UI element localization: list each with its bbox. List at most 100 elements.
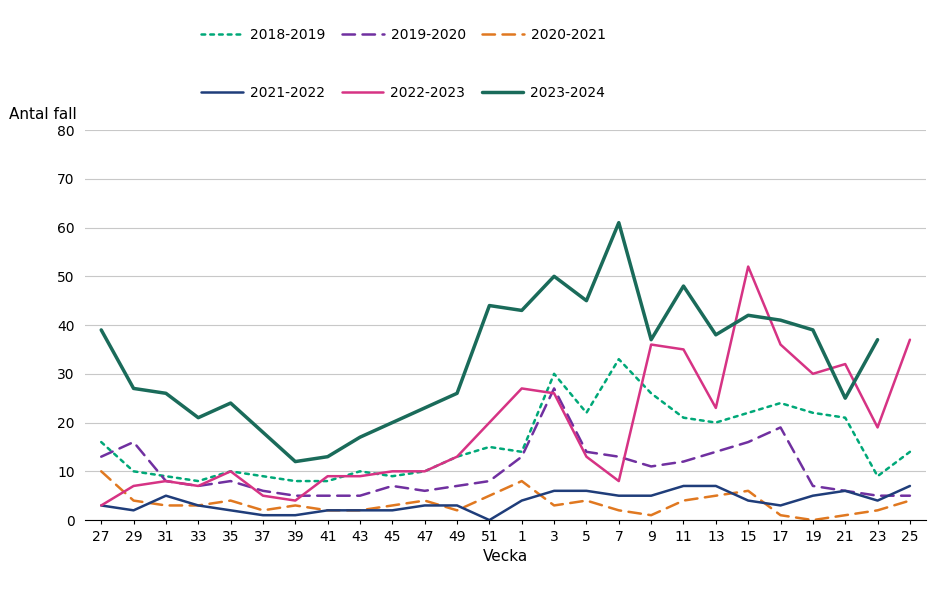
2021-2022 (515, 497, 527, 504)
2018-2019 (354, 468, 365, 475)
2021-2022 (193, 502, 204, 509)
2020-2021 (871, 506, 883, 514)
2020-2021 (354, 506, 365, 514)
2023-2024 (95, 326, 107, 333)
2023-2024 (581, 297, 592, 304)
2022-2023 (289, 497, 300, 504)
2019-2020 (515, 453, 527, 460)
2022-2023 (451, 453, 463, 460)
2023-2024 (193, 414, 204, 421)
2018-2019 (483, 443, 495, 450)
2022-2023 (871, 424, 883, 431)
2019-2020 (354, 492, 365, 499)
2018-2019 (386, 473, 397, 480)
2020-2021 (710, 492, 721, 499)
2023-2024 (871, 336, 883, 343)
2023-2024 (322, 453, 333, 460)
2019-2020 (483, 478, 495, 485)
2022-2023 (95, 502, 107, 509)
2021-2022 (548, 487, 559, 494)
2022-2023 (581, 453, 592, 460)
2021-2022 (418, 502, 430, 509)
2020-2021 (225, 497, 236, 504)
2020-2021 (193, 502, 204, 509)
2018-2019 (95, 439, 107, 446)
2018-2019 (581, 409, 592, 416)
2018-2019 (613, 356, 624, 363)
2020-2021 (418, 497, 430, 504)
2022-2023 (806, 370, 818, 378)
2023-2024 (289, 458, 300, 465)
2018-2019 (451, 453, 463, 460)
2022-2023 (257, 492, 268, 499)
2020-2021 (483, 492, 495, 499)
2018-2019 (127, 468, 139, 475)
2022-2023 (418, 468, 430, 475)
2023-2024 (742, 312, 753, 319)
2021-2022 (677, 482, 688, 489)
2019-2020 (127, 439, 139, 446)
2018-2019 (322, 478, 333, 485)
2019-2020 (838, 487, 850, 494)
2020-2021 (742, 487, 753, 494)
2022-2023 (548, 390, 559, 397)
2018-2019 (160, 473, 172, 480)
2019-2020 (386, 482, 397, 489)
2018-2019 (677, 414, 688, 421)
2021-2022 (225, 506, 236, 514)
2023-2024 (613, 219, 624, 226)
2021-2022 (710, 482, 721, 489)
2023-2024 (645, 336, 656, 343)
2021-2022 (838, 487, 850, 494)
2021-2022 (806, 492, 818, 499)
2018-2019 (871, 473, 883, 480)
2022-2023 (903, 336, 915, 343)
2022-2023 (742, 263, 753, 270)
2018-2019 (548, 370, 559, 378)
2018-2019 (257, 473, 268, 480)
2023-2024 (257, 429, 268, 436)
Line: 2018-2019: 2018-2019 (101, 359, 909, 481)
2019-2020 (710, 448, 721, 455)
2020-2021 (386, 502, 397, 509)
2020-2021 (322, 506, 333, 514)
2021-2022 (354, 506, 365, 514)
2021-2022 (257, 512, 268, 519)
2018-2019 (225, 468, 236, 475)
2021-2022 (742, 497, 753, 504)
X-axis label: Vecka: Vecka (482, 550, 528, 564)
2022-2023 (613, 478, 624, 485)
2022-2023 (710, 404, 721, 411)
2022-2023 (515, 385, 527, 392)
2020-2021 (127, 497, 139, 504)
2022-2023 (225, 468, 236, 475)
2019-2020 (742, 439, 753, 446)
2022-2023 (193, 482, 204, 489)
2021-2022 (483, 517, 495, 524)
2018-2019 (710, 419, 721, 426)
2019-2020 (871, 492, 883, 499)
2018-2019 (418, 468, 430, 475)
2023-2024 (418, 404, 430, 411)
Line: 2019-2020: 2019-2020 (101, 388, 909, 496)
2020-2021 (677, 497, 688, 504)
2021-2022 (613, 492, 624, 499)
2019-2020 (806, 482, 818, 489)
2023-2024 (483, 302, 495, 309)
2019-2020 (418, 487, 430, 494)
2023-2024 (127, 385, 139, 392)
2023-2024 (548, 273, 559, 280)
2018-2019 (806, 409, 818, 416)
2019-2020 (581, 448, 592, 455)
2020-2021 (903, 497, 915, 504)
Legend: 2021-2022, 2022-2023, 2023-2024: 2021-2022, 2022-2023, 2023-2024 (201, 86, 604, 100)
2018-2019 (289, 478, 300, 485)
2021-2022 (903, 482, 915, 489)
2019-2020 (903, 492, 915, 499)
2022-2023 (838, 361, 850, 368)
2020-2021 (289, 502, 300, 509)
2018-2019 (903, 448, 915, 455)
2018-2019 (838, 414, 850, 421)
2023-2024 (838, 395, 850, 402)
2020-2021 (515, 478, 527, 485)
